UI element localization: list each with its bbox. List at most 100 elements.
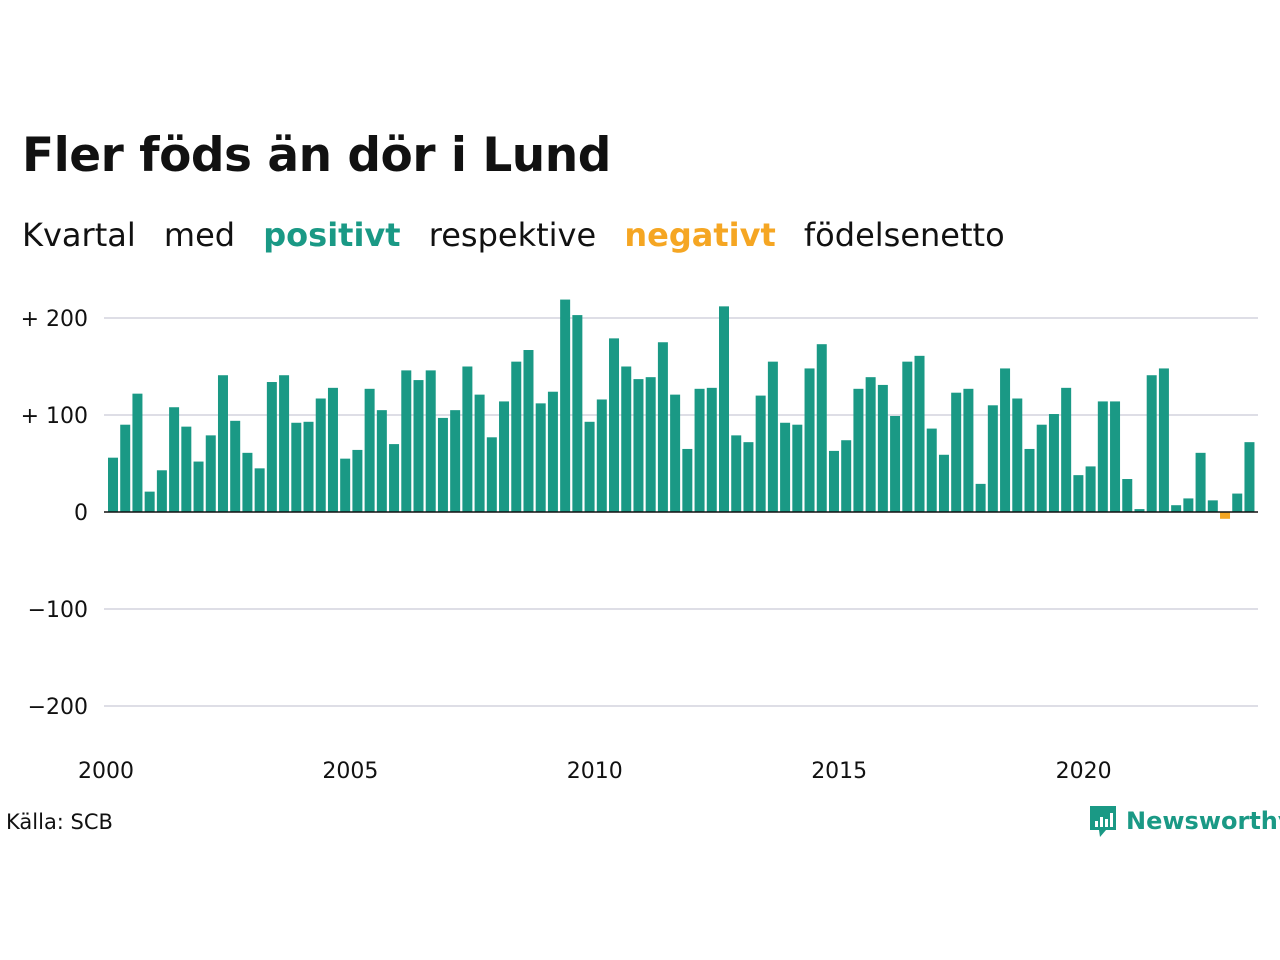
y-tick-label: + 200: [21, 307, 88, 332]
bar: [560, 299, 571, 512]
bar: [1110, 401, 1121, 512]
bar: [205, 435, 216, 512]
bar: [816, 344, 827, 512]
bar: [902, 361, 913, 512]
bar: [1024, 448, 1035, 512]
bar: [755, 395, 766, 512]
bar: [890, 415, 901, 512]
y-tick-label: + 100: [21, 404, 88, 429]
bar: [1207, 500, 1218, 512]
bar: [987, 405, 998, 512]
bar: [511, 361, 522, 512]
chart-subtitle: Kvartal med positivt respektive negativt…: [22, 216, 1023, 254]
bar: [169, 407, 180, 512]
bar: [853, 388, 864, 512]
bar: [535, 403, 546, 512]
bar: [572, 315, 583, 512]
bar: [1244, 442, 1255, 512]
bar: [1036, 424, 1047, 512]
subtitle-negative: negativt: [624, 216, 776, 254]
bar: [425, 370, 436, 512]
bar: [401, 370, 412, 512]
bar: [767, 361, 778, 512]
bar: [340, 458, 351, 512]
bar: [1012, 398, 1023, 512]
bar: [450, 410, 461, 512]
subtitle-positive: positivt: [263, 216, 401, 254]
y-tick-label: −100: [28, 598, 88, 623]
bar-chart: + 200 + 100 0 −100 −200 2000 2005 2010 2015 2020: [21, 299, 1258, 784]
bar: [486, 437, 497, 512]
bar: [132, 393, 143, 512]
bar: [437, 417, 448, 512]
brand-name: Newsworthy: [1126, 807, 1280, 835]
bar: [975, 483, 986, 512]
bar: [670, 394, 681, 512]
bar: [462, 366, 473, 512]
bar: [1048, 414, 1059, 512]
bar: [719, 306, 729, 512]
bar: [1122, 479, 1133, 512]
bar: [193, 461, 204, 512]
x-tick-label: 2020: [1056, 759, 1112, 784]
x-tick-label: 2000: [78, 759, 134, 784]
bar: [926, 428, 937, 512]
bar: [181, 426, 192, 512]
bar: [413, 380, 424, 512]
bar: [596, 399, 607, 512]
bar: [1085, 466, 1096, 512]
x-tick-label: 2005: [322, 759, 378, 784]
chart-title: Fler föds än dör i Lund: [22, 128, 611, 183]
bar: [865, 377, 876, 512]
source-note: Källa: SCB: [6, 810, 113, 834]
bar: [1183, 498, 1194, 512]
bar: [804, 368, 815, 512]
bar: [743, 442, 754, 512]
subtitle-word: respektive: [428, 216, 597, 254]
bar: [523, 350, 534, 512]
bar: [279, 375, 290, 512]
bar: [266, 382, 277, 512]
x-tick-label: 2015: [811, 759, 867, 784]
bar: [156, 470, 167, 512]
bar: [1158, 368, 1169, 512]
bar: [657, 342, 668, 512]
bar: [1097, 401, 1108, 512]
bar: [217, 375, 228, 512]
bar: [389, 444, 400, 512]
brand-logo: Newsworthy: [1088, 804, 1280, 838]
subtitle-word: Kvartal: [22, 216, 136, 254]
bar: [376, 410, 387, 512]
bar: [230, 420, 241, 512]
bar: [914, 355, 925, 512]
subtitle-word: med: [163, 216, 236, 254]
bar: [938, 454, 949, 512]
bar: [291, 422, 302, 512]
x-tick-label: 2010: [567, 759, 623, 784]
y-tick-label: 0: [74, 501, 88, 526]
bar: [1195, 452, 1206, 512]
bar: [315, 398, 326, 512]
bar: [120, 424, 131, 512]
bar: [1134, 509, 1145, 512]
bar: [621, 366, 632, 512]
bar: [364, 388, 375, 512]
bar: [108, 457, 118, 512]
bar: [499, 401, 510, 512]
bar: [1073, 475, 1084, 512]
subtitle-word: födelsenetto: [803, 216, 1005, 254]
bar: [1000, 368, 1011, 512]
bar: [242, 452, 253, 512]
bar: [633, 379, 644, 512]
y-tick-label: −200: [28, 695, 88, 720]
bar: [706, 387, 717, 512]
bar: [951, 392, 962, 512]
bar: [584, 421, 595, 512]
bar: [731, 435, 742, 512]
bar: [645, 377, 656, 512]
bar: [877, 384, 888, 512]
bar: [327, 387, 338, 512]
bar: [828, 450, 839, 512]
bar: [303, 421, 314, 512]
bar: [474, 394, 485, 512]
